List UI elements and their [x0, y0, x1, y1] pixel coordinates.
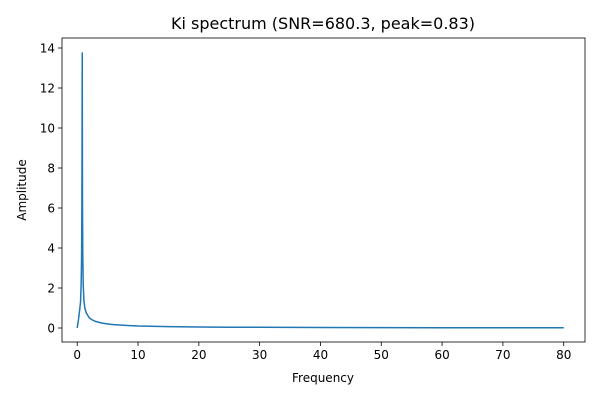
- chart-title: Ki spectrum (SNR=680.3, peak=0.83): [171, 14, 475, 33]
- y-tick-label-6: 6: [47, 202, 55, 216]
- y-tick-label-10: 10: [40, 122, 55, 136]
- y-tick-label-8: 8: [47, 162, 55, 176]
- x-tick-label-10: 10: [130, 348, 145, 362]
- y-tick-label-0: 0: [47, 322, 55, 336]
- y-tick-label-14: 14: [40, 42, 55, 56]
- axes-frame: [61, 37, 586, 343]
- x-tick-label-70: 70: [495, 348, 510, 362]
- x-tick-label-60: 60: [434, 348, 449, 362]
- y-axis-label: Amplitude: [15, 159, 29, 221]
- series-line-0: [76, 52, 564, 329]
- plot-area: 0 10 20 30 40 50 60 70 80 0 2 4 6 8 10 12 14: [40, 37, 586, 362]
- x-tick-label-40: 40: [313, 348, 328, 362]
- y-tick-label-12: 12: [40, 82, 55, 96]
- x-tick-label-80: 80: [556, 348, 571, 362]
- x-tick-label-50: 50: [374, 348, 389, 362]
- x-tick-label-0: 0: [73, 348, 81, 362]
- x-axis-label: Frequency: [292, 371, 354, 385]
- y-tick-label-4: 4: [47, 242, 55, 256]
- x-tick-label-30: 30: [252, 348, 267, 362]
- x-tick-label-20: 20: [191, 348, 206, 362]
- y-tick-label-2: 2: [47, 282, 55, 296]
